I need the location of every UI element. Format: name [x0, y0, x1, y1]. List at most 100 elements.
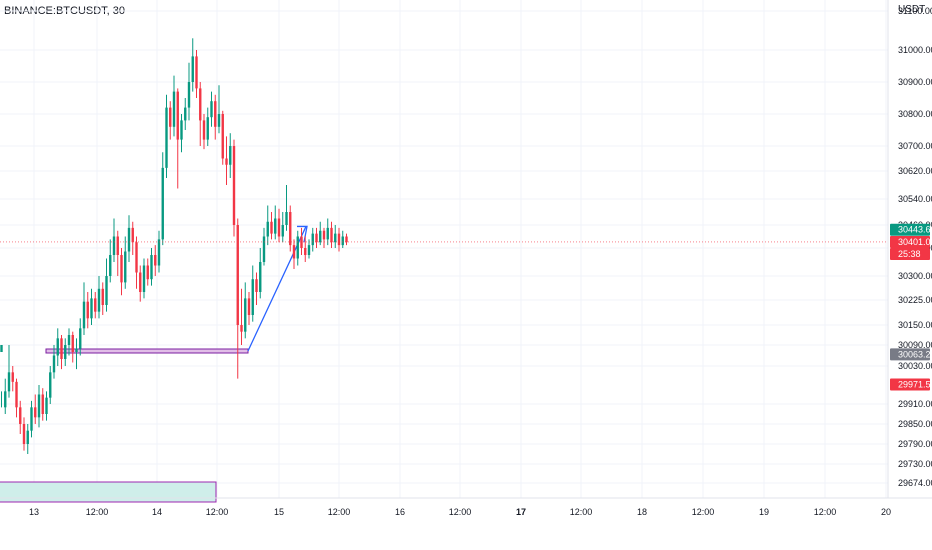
candle — [315, 227, 318, 248]
candle-body — [105, 276, 108, 305]
trend-arrow-line — [247, 226, 307, 352]
candle — [34, 394, 37, 424]
candle — [37, 385, 41, 428]
candle — [19, 400, 22, 434]
candle — [169, 101, 172, 140]
candle — [214, 94, 217, 140]
time-tick-label: 12:00 — [814, 507, 837, 517]
candle — [64, 338, 67, 366]
candle — [221, 110, 224, 165]
price-axis[interactable]: 31100.00 31000.00 30900.00 30800.00 30700.00… — [898, 6, 932, 488]
candle — [71, 331, 74, 363]
candle — [274, 205, 277, 240]
candle-body — [165, 107, 168, 168]
candle — [11, 366, 14, 392]
candle-body — [191, 56, 194, 82]
time-tick-label: 13 — [29, 507, 39, 517]
candle — [146, 258, 149, 286]
price-tick-label: 30030.00 — [898, 361, 932, 371]
candle — [135, 236, 138, 289]
candle-body — [11, 372, 14, 382]
time-tick-label: 12:00 — [449, 507, 472, 517]
candle — [270, 212, 273, 240]
candle-body — [34, 407, 37, 418]
time-tick-label: 20 — [881, 507, 891, 517]
time-tick-label: 12:00 — [86, 507, 109, 517]
candle-body — [127, 227, 131, 252]
candle — [232, 139, 236, 237]
candle-body — [277, 218, 281, 237]
candle-body — [292, 245, 296, 259]
candle-body — [60, 338, 63, 359]
candle — [75, 338, 78, 370]
candle — [176, 88, 179, 189]
candle-body — [75, 348, 78, 352]
price-tag: 29971.58 — [890, 378, 932, 391]
candle — [341, 230, 344, 248]
candle — [41, 388, 44, 421]
candle — [49, 366, 52, 404]
candle — [157, 230, 161, 273]
candle — [127, 215, 131, 262]
candle-body — [296, 236, 299, 259]
axis-currency-label: USDT — [898, 4, 926, 15]
candle-body — [255, 279, 258, 292]
candle — [116, 230, 119, 276]
candle-body — [330, 227, 333, 243]
candle — [337, 227, 341, 252]
price-tag: 30401.03 — [890, 235, 932, 248]
candle — [101, 282, 104, 315]
candle — [131, 221, 134, 255]
price-tag-label: 30401.03 — [898, 237, 932, 247]
candle — [67, 328, 71, 356]
time-axis[interactable]: 13 12:00 14 12:00 15 12:00 16 12:00 17 12:00 18 12:… — [29, 507, 891, 517]
price-tick-label: 30150.00 — [898, 320, 932, 330]
candle-body — [232, 146, 236, 225]
candle-body — [259, 262, 262, 292]
candle-body — [240, 325, 243, 332]
candle — [345, 233, 348, 246]
price-tick-label: 30800.00 — [898, 109, 932, 119]
candle-body — [41, 394, 44, 414]
candle-body — [274, 218, 277, 234]
candle — [191, 38, 194, 92]
candle — [202, 114, 206, 150]
candle-body — [337, 233, 341, 246]
candle — [184, 98, 187, 130]
candle — [334, 225, 337, 248]
candle — [60, 335, 63, 370]
candle-body — [4, 391, 7, 408]
candle-body — [176, 91, 179, 140]
candle-body — [214, 101, 217, 127]
price-tag-bg — [890, 223, 930, 236]
time-tick-label: 19 — [759, 507, 769, 517]
price-tick-label: 29910.00 — [898, 399, 932, 409]
time-tick-label: 15 — [274, 507, 284, 517]
price-tag-bg — [890, 348, 930, 361]
candle-body — [184, 107, 187, 121]
candle — [195, 50, 198, 98]
candle — [105, 258, 108, 312]
time-tick-label: 17 — [516, 507, 526, 517]
candle-body — [82, 301, 86, 329]
price-tick-label: 30540.00 — [898, 194, 932, 204]
candle-body — [124, 251, 127, 283]
candle-body — [150, 255, 153, 280]
chart-drawings[interactable] — [0, 225, 308, 503]
candle — [7, 345, 11, 398]
price-tick-label: 29674.00 — [898, 478, 932, 488]
price-tag: 30443.62 — [890, 223, 932, 236]
candle-body — [217, 114, 221, 127]
candle — [326, 218, 329, 246]
candle-body — [109, 255, 112, 276]
candle — [292, 239, 296, 269]
candle-body — [49, 372, 52, 398]
chart-grid — [0, 0, 888, 498]
candle-body — [94, 298, 97, 312]
candle-body — [326, 227, 329, 240]
time-tick-label: 14 — [152, 507, 162, 517]
candle-body — [161, 167, 164, 240]
candle — [266, 205, 269, 246]
candle-body — [172, 91, 176, 127]
